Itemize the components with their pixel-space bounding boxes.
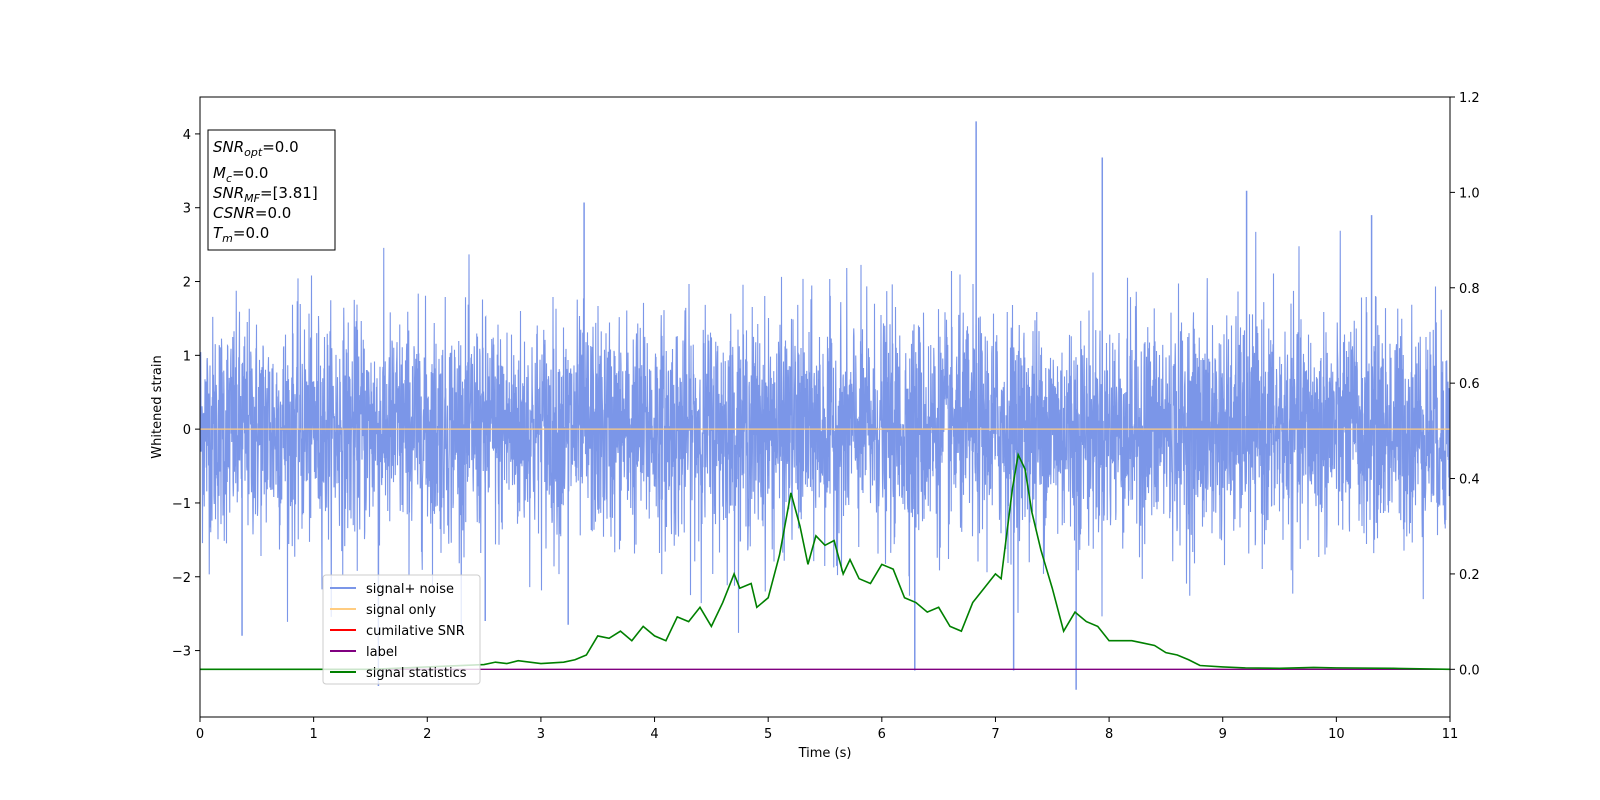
x-tick-label: 3 bbox=[537, 727, 545, 742]
x-tick-label: 5 bbox=[764, 727, 772, 742]
x-tick-label: 2 bbox=[423, 727, 431, 742]
annotation-line: Mc=0.0 bbox=[213, 164, 268, 185]
legend-label: signal+ noise bbox=[366, 582, 454, 597]
x-tick-label: 10 bbox=[1328, 727, 1345, 742]
y-axis-label: Whitened strain bbox=[150, 355, 165, 458]
annotation-box-frame bbox=[207, 129, 336, 251]
x-tick-label: 9 bbox=[1219, 727, 1227, 742]
y-axis-left: −3 −2 −1 0 1 2 3 4 bbox=[172, 128, 200, 660]
legend: signal+ noise signal only cumilative SNR la… bbox=[322, 574, 481, 685]
y-right-tick-label: 0.2 bbox=[1459, 568, 1480, 583]
annotation-line: SNRMF=[3.81] bbox=[213, 184, 318, 205]
x-tick-label: 8 bbox=[1105, 727, 1113, 742]
y-left-tick-label: 0 bbox=[183, 423, 191, 438]
y-right-tick-label: 0.8 bbox=[1459, 282, 1480, 297]
series-signal-statistics bbox=[200, 452, 1450, 671]
y-left-tick-label: −3 bbox=[172, 645, 191, 660]
x-tick-label: 11 bbox=[1442, 727, 1459, 742]
y-left-tick-label: 4 bbox=[183, 128, 191, 143]
x-tick-label: 7 bbox=[991, 727, 999, 742]
annotation-line: SNRopt=0.0 bbox=[213, 138, 299, 159]
x-tick-label: 6 bbox=[878, 727, 886, 742]
plot-area bbox=[199, 96, 1451, 718]
legend-frame bbox=[322, 574, 481, 685]
y-left-tick-label: 2 bbox=[183, 276, 191, 291]
annotation-line: Tm=0.0 bbox=[213, 224, 269, 245]
plot-frame bbox=[199, 96, 1451, 718]
x-axis: 0 1 2 3 4 5 6 7 8 9 10 11 bbox=[196, 717, 1458, 742]
y-left-tick-label: 3 bbox=[183, 202, 191, 217]
legend-label: cumilative SNR bbox=[366, 624, 465, 639]
legend-items: signal+ noise signal only cumilative SNR la… bbox=[330, 582, 467, 681]
x-axis-label: Time (s) bbox=[798, 746, 852, 761]
y-right-tick-label: 1.2 bbox=[1459, 91, 1480, 106]
legend-label: label bbox=[366, 645, 397, 660]
y-right-tick-label: 0.6 bbox=[1459, 377, 1480, 392]
series-signal-noise bbox=[200, 230, 1450, 633]
y-left-tick-label: −2 bbox=[172, 571, 191, 586]
y-left-tick-label: 1 bbox=[183, 349, 191, 364]
y-axis-right: 0.0 0.2 0.4 0.6 0.8 1.0 1.2 bbox=[1450, 91, 1480, 678]
x-tick-label: 0 bbox=[196, 727, 204, 742]
y-right-tick-label: 0.4 bbox=[1459, 473, 1480, 488]
annotation-line: CSNR=0.0 bbox=[213, 204, 291, 222]
y-left-tick-label: −1 bbox=[172, 497, 191, 512]
legend-label: signal only bbox=[366, 603, 436, 618]
legend-label: signal statistics bbox=[366, 666, 467, 681]
x-tick-label: 4 bbox=[650, 727, 658, 742]
y-right-tick-label: 1.0 bbox=[1459, 186, 1480, 201]
y-right-tick-label: 0.0 bbox=[1459, 663, 1480, 678]
x-tick-label: 1 bbox=[309, 727, 317, 742]
